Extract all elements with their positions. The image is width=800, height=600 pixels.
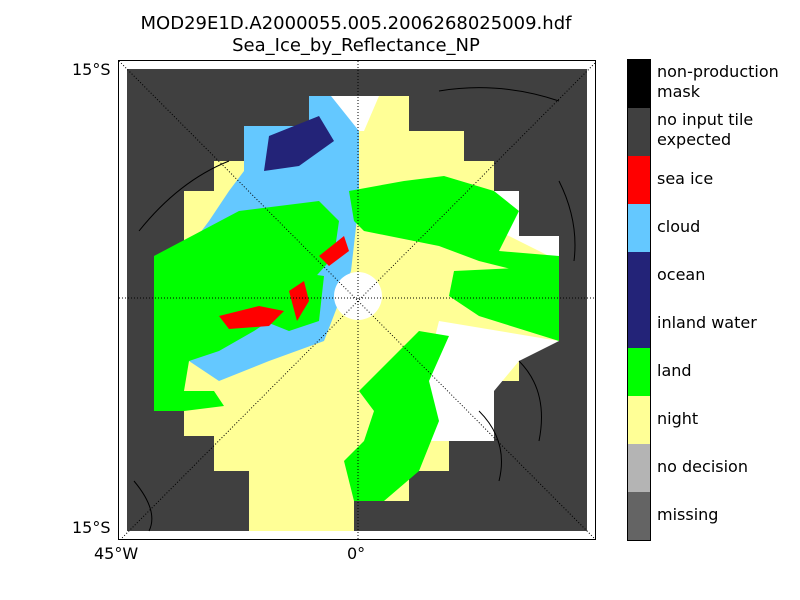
legend-label: non-production mask	[657, 62, 779, 101]
sea-ice-patch	[219, 306, 284, 329]
legend-label: sea ice	[657, 169, 714, 188]
graticule	[119, 61, 595, 539]
polar-map	[118, 60, 596, 540]
legend-label: land	[657, 361, 692, 380]
lon-tick-center: 0°	[347, 544, 366, 563]
legend-colorbar	[627, 59, 651, 541]
legend-label: cloud	[657, 217, 701, 236]
lon-tick-left: 45°W	[94, 544, 139, 563]
legend-swatch	[628, 348, 650, 396]
lat-tick-bottom: 15°S	[72, 518, 111, 537]
land-siberia	[349, 176, 559, 281]
nodata-right	[429, 321, 559, 441]
legend-label: inland water	[657, 313, 757, 332]
legend-label: no decision	[657, 457, 748, 476]
legend-swatch	[628, 396, 650, 444]
map-subtitle: Sea_Ice_by_Reflectance_NP	[232, 35, 480, 56]
map-canvas	[119, 61, 595, 539]
legend-label: missing	[657, 505, 719, 524]
legend-swatch	[628, 444, 650, 492]
legend-swatch	[628, 300, 650, 348]
legend-swatch	[628, 492, 650, 540]
land-north-america	[154, 201, 339, 411]
legend-label: ocean	[657, 265, 706, 284]
legend-swatch	[628, 204, 650, 252]
lat-tick-top: 15°S	[72, 60, 111, 79]
sea-ice-patch-2	[319, 236, 349, 266]
ocean-patch	[264, 116, 334, 171]
legend-label: no input tile expected	[657, 110, 754, 149]
map-title: MOD29E1D.A2000055.005.2006268025009.hdf	[140, 13, 572, 34]
legend-label: night	[657, 409, 699, 428]
legend-swatch	[628, 60, 650, 108]
coastlines	[133, 87, 576, 532]
land-asia-east	[449, 266, 559, 341]
legend-swatch	[628, 252, 650, 300]
legend-swatch	[628, 156, 650, 204]
sea-ice-patch-3	[289, 281, 309, 321]
legend-swatch	[628, 108, 650, 156]
land-europe	[344, 331, 449, 501]
